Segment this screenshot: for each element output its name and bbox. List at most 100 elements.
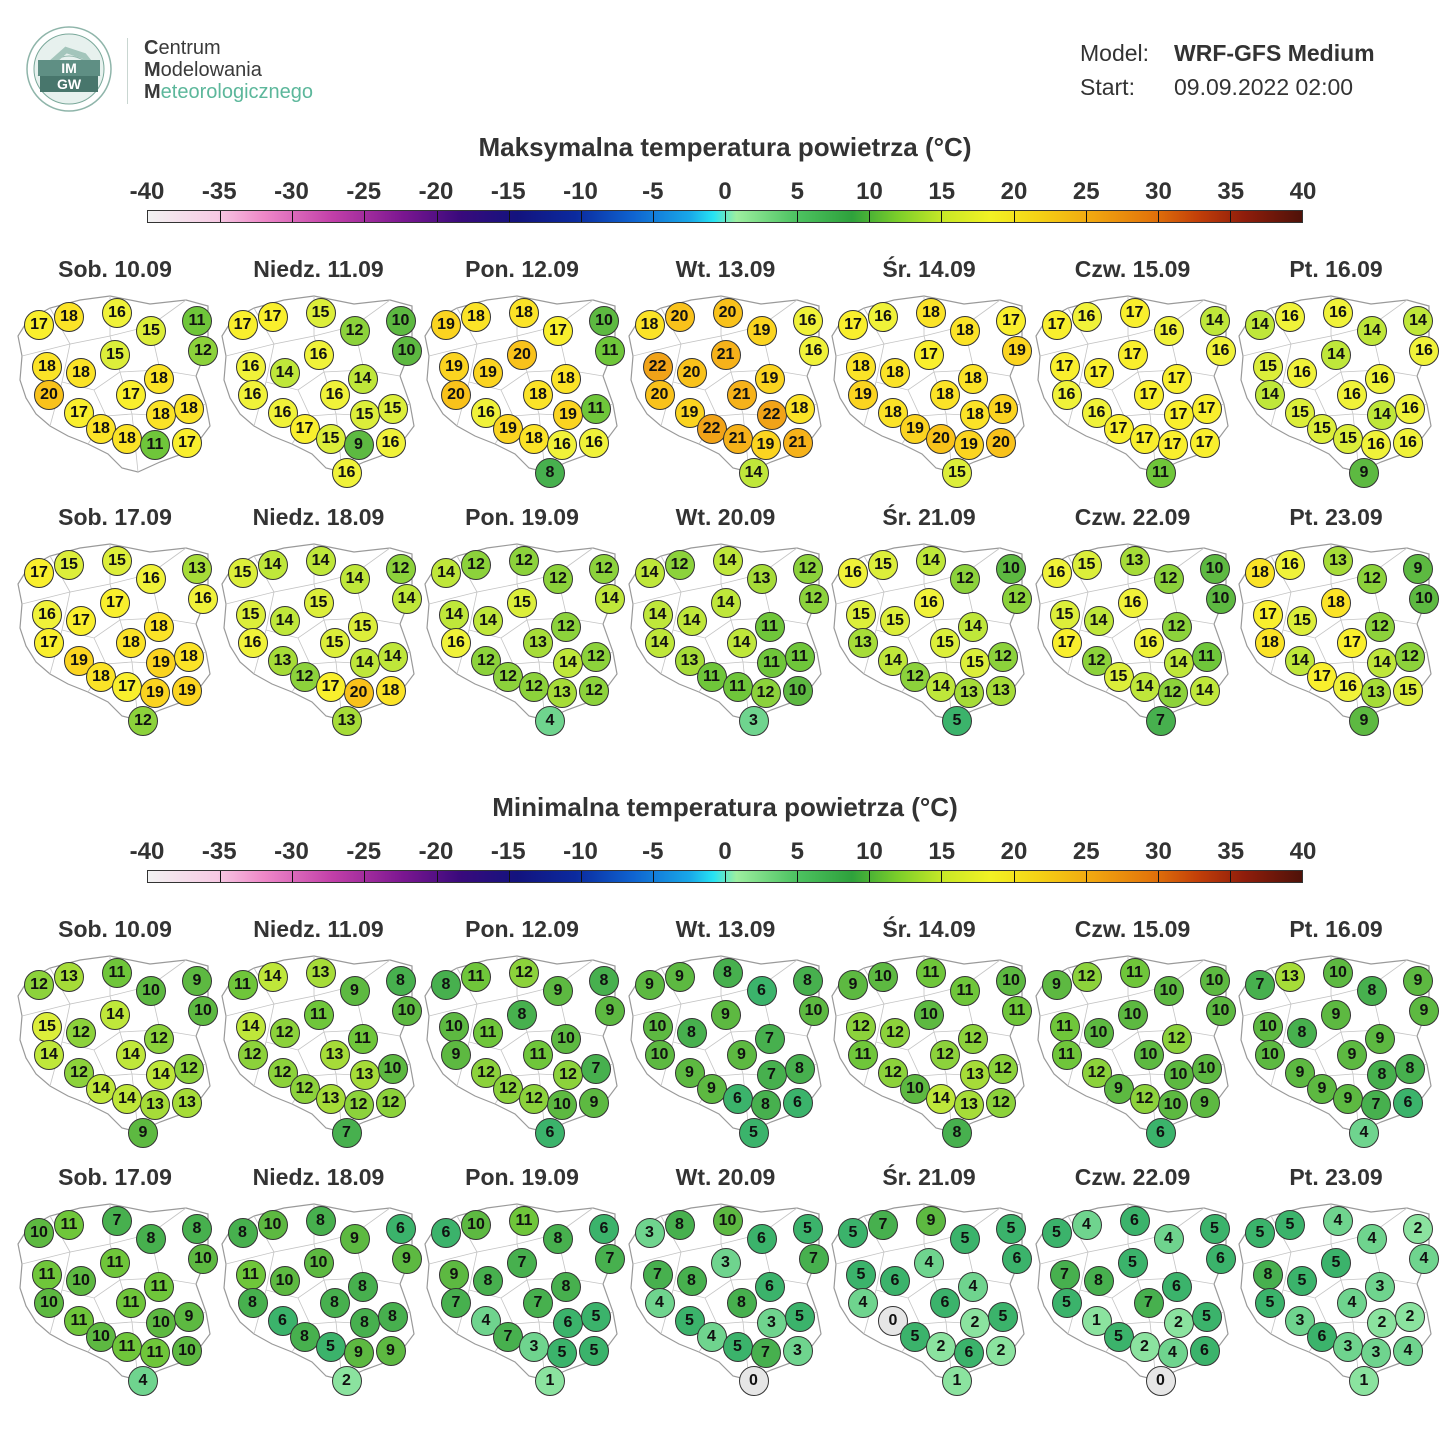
temperature-marker: 7	[595, 1244, 625, 1274]
temperature-marker: 9	[664, 962, 695, 992]
temperature-marker: 16	[838, 558, 868, 588]
temperature-marker: 12	[958, 1024, 988, 1054]
temperature-marker: 8	[942, 1118, 972, 1148]
temperature-marker: 16	[579, 428, 609, 458]
temperature-marker: 19	[754, 364, 785, 394]
temperature-marker: 22	[756, 400, 787, 430]
temperature-marker: 18	[878, 398, 908, 428]
temperature-marker: 7	[750, 1338, 781, 1368]
temperature-marker: 11	[182, 306, 212, 336]
temperature-marker: 8	[1367, 1060, 1397, 1090]
day-label: Śr. 14.09	[882, 256, 976, 282]
temperature-marker: 12	[1365, 612, 1395, 642]
temperature-marker: 6	[431, 1218, 461, 1248]
temperature-marker: 12	[1081, 646, 1112, 676]
temperature-marker: 10	[1117, 1000, 1148, 1030]
temperature-marker: 6	[1393, 1088, 1423, 1118]
temperature-marker: 15	[347, 612, 378, 642]
temperature-marker: 20	[676, 358, 707, 388]
region-border	[632, 1003, 681, 1017]
scale-tick-mark	[580, 211, 582, 222]
max-map-panel: Śr. 21.09 16 15 14 12 10 12 16 15 15 14 13 15 15 14 12 1…	[824, 504, 1032, 744]
scale-tick-mark	[1229, 871, 1231, 882]
temperature-marker: 8	[431, 970, 461, 1000]
temperature-marker: 5	[900, 1322, 930, 1352]
temperature-marker: 17	[1119, 298, 1150, 328]
temperature-marker: 7	[1361, 1090, 1391, 1120]
day-label: Niedz. 11.09	[253, 256, 384, 282]
max-color-scale: -40 -35 -30 -25 -20 -15 -10 -5 0 5 10 15 20 25 30 35 40	[130, 178, 1316, 223]
temperature-marker: 16	[1133, 628, 1164, 658]
scale-tick-mark	[1085, 871, 1087, 882]
temperature-marker: 18	[144, 364, 174, 394]
scale-tick-mark	[941, 871, 943, 882]
min-map-panel: Sob. 10.09 12 13 11 10 9 10 14 15 12 12 14 14 14 12 12 1…	[10, 916, 218, 1156]
temperature-marker: 8	[676, 1018, 707, 1048]
scale-tick-mark	[652, 871, 654, 882]
day-label: Sob. 10.09	[58, 256, 172, 282]
temperature-marker: 16	[1051, 380, 1082, 410]
max-map-panel: Pon. 12.09 19 18 18 17 10 11 20 19 19 18 20 18 19 16 11…	[417, 256, 625, 496]
temperature-marker: 6	[954, 1338, 984, 1368]
day-label: Wt. 20.09	[675, 1164, 776, 1190]
temperature-marker: 8	[377, 1302, 408, 1332]
scale-tick-mark	[797, 871, 799, 882]
temperature-marker: 8	[664, 1210, 695, 1240]
temperature-marker: 4	[1337, 1288, 1367, 1318]
temperature-marker: 18	[461, 302, 491, 332]
temperature-marker: 10	[868, 962, 898, 992]
region-border	[1039, 1003, 1088, 1017]
temperature-marker: 12	[1395, 642, 1425, 672]
temperature-marker: 10	[798, 996, 829, 1026]
max-map-panel: Wt. 20.09 14 12 14 13 12 12 14 14 14 11 14 14 11 13 11 1…	[621, 504, 829, 744]
scale-tick-mark	[1229, 211, 1231, 222]
day-label: Sob. 17.09	[58, 504, 172, 530]
temperature-marker: 10	[303, 1248, 334, 1278]
temperature-marker: 20	[644, 380, 675, 410]
temperature-marker: 14	[1357, 316, 1387, 346]
min-map-panel: Czw. 15.09 9 12 11 10 10 10 10 11 10 12 11 10 10 12 10 9…	[1028, 916, 1236, 1156]
temperature-marker: 4	[696, 1322, 727, 1352]
temperature-marker: 7	[798, 1244, 829, 1274]
temperature-marker: 19	[988, 394, 1018, 424]
temperature-marker: 19	[431, 310, 461, 340]
scale-tick-label: -35	[201, 838, 237, 865]
temperature-marker: 19	[553, 400, 583, 430]
temperature-marker: 11	[756, 648, 787, 678]
region-border	[21, 1251, 71, 1265]
temperature-marker: 2	[986, 1336, 1016, 1366]
temperature-marker: 7	[493, 1322, 523, 1352]
temperature-marker: 13	[848, 628, 878, 658]
temperature-marker: 7	[331, 1118, 362, 1148]
temperature-marker: 6	[1145, 1118, 1176, 1148]
temperature-marker: 5	[792, 1214, 823, 1244]
temperature-marker: 10	[34, 1288, 64, 1318]
temperature-marker: 19	[848, 380, 878, 410]
day-label: Sob. 17.09	[58, 1164, 172, 1190]
temperature-marker: 5	[315, 1332, 346, 1362]
model-label: Model:	[1080, 40, 1150, 66]
day-label: Śr. 21.09	[882, 504, 976, 530]
temperature-marker: 11	[102, 958, 132, 988]
temperature-marker: 9	[1365, 1024, 1395, 1054]
temperature-marker: 11	[1051, 1040, 1082, 1070]
temperature-marker: 12	[509, 958, 539, 988]
day-label: Czw. 22.09	[1074, 504, 1191, 530]
temperature-marker: 7	[754, 1024, 785, 1054]
temperature-marker: 5	[1103, 1322, 1134, 1352]
temperature-marker: 16	[792, 306, 823, 336]
temperature-marker: 15	[32, 1012, 62, 1042]
temperature-marker: 14	[926, 672, 956, 702]
temperature-marker: 14	[1285, 646, 1315, 676]
temperature-marker: 9	[182, 966, 212, 996]
temperature-marker: 9	[343, 430, 374, 460]
temperature-marker: 18	[54, 302, 84, 332]
temperature-marker: 10	[385, 306, 416, 336]
temperature-marker: 18	[551, 364, 581, 394]
temperature-marker: 12	[798, 584, 829, 614]
temperature-marker: 4	[644, 1288, 675, 1318]
temperature-marker: 7	[1145, 706, 1176, 736]
temperature-marker: 17	[1163, 400, 1194, 430]
temperature-marker: 11	[54, 1210, 84, 1240]
temperature-marker: 14	[112, 1084, 142, 1114]
